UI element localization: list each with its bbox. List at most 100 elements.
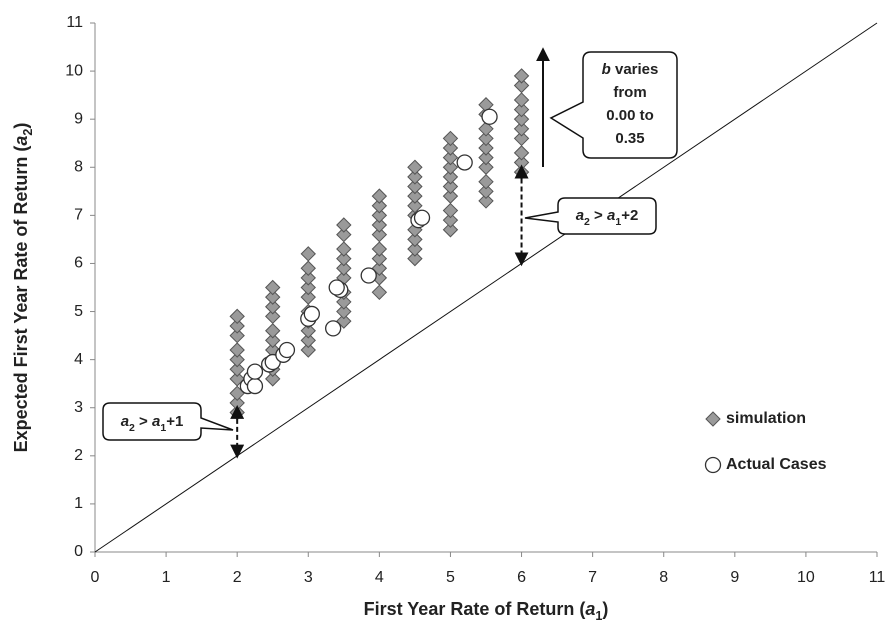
- diamond-point: [513, 130, 530, 147]
- diamond-point: [371, 241, 388, 257]
- diamond-point: [300, 260, 316, 276]
- callout: a2 > a1+1: [102, 402, 234, 441]
- legend-marker: [705, 411, 721, 427]
- diamond-point: [336, 294, 352, 310]
- diamond-point: [478, 149, 494, 166]
- diamond-point: [513, 111, 530, 127]
- circle-point: [325, 320, 342, 337]
- diamond-point: [336, 260, 352, 276]
- diamond-point: [300, 332, 316, 349]
- y-tick-label: 6: [74, 255, 83, 272]
- circle-point: [246, 377, 264, 395]
- diamond-point: [442, 140, 459, 156]
- text-part: 0.00 to: [606, 107, 654, 124]
- callout-text: b varies: [602, 61, 659, 78]
- diamond-point: [336, 241, 352, 257]
- legend: simulation Actual Cases: [704, 410, 827, 474]
- text-part: from: [613, 84, 646, 101]
- text-part: a: [585, 599, 595, 619]
- diamond-point: [229, 308, 245, 325]
- diamond-point: [407, 159, 423, 175]
- diamond-point: [407, 241, 423, 257]
- text-part: >: [135, 413, 152, 430]
- diamond-point: [513, 68, 530, 84]
- diamond-point: [513, 77, 530, 94]
- x-tick-label: 9: [730, 569, 739, 586]
- diamond-point: [478, 140, 494, 156]
- diamond-point: [478, 130, 494, 147]
- text-part: ): [11, 123, 31, 129]
- diamond-point: [300, 279, 316, 296]
- circle-point: [360, 267, 377, 284]
- legend-label: Actual Cases: [726, 456, 827, 473]
- subscript: 2: [21, 129, 35, 136]
- text-part: +2: [621, 207, 638, 224]
- callout: a2 > a1+2: [524, 197, 657, 235]
- diamond-point: [407, 169, 423, 185]
- diamond-point: [407, 250, 423, 267]
- diamond-point: [371, 284, 388, 301]
- subscript: 1: [160, 422, 166, 434]
- x-tick-label: 7: [588, 569, 597, 586]
- y-tick-label: 9: [74, 110, 83, 127]
- diamond-point: [229, 327, 245, 344]
- diamond-point: [300, 323, 316, 339]
- text-part: 0.35: [615, 130, 644, 147]
- callout: b varies from 0.00 to 0.35: [549, 51, 678, 159]
- x-tick-label: 5: [446, 569, 455, 586]
- legend-label: simulation: [726, 410, 806, 427]
- y-tick-label: 3: [74, 399, 83, 416]
- diamond-point: [478, 183, 494, 200]
- diamond-point: [229, 361, 245, 377]
- text-part: a: [576, 207, 584, 224]
- diamond-point: [407, 198, 423, 214]
- diamond-point: [407, 231, 423, 248]
- identity-line: [94, 22, 878, 553]
- subscript: 1: [615, 216, 621, 228]
- text-part: >: [590, 207, 607, 224]
- callout-text: from: [613, 84, 646, 101]
- text-part: +1: [166, 413, 183, 430]
- x-tick-label: 4: [375, 569, 384, 586]
- callout-box: [524, 197, 657, 235]
- text-part: a: [607, 207, 615, 224]
- diamond-point: [336, 217, 352, 233]
- diamond-point: [300, 342, 316, 358]
- legend-marker: [704, 456, 722, 474]
- diamond-point: [371, 250, 388, 267]
- y-tick-label: 0: [74, 543, 83, 560]
- circle-point: [278, 341, 296, 359]
- diamond-point: [478, 193, 494, 209]
- callout-text: a2 > a1+1: [121, 413, 184, 434]
- diamond-point: [371, 226, 388, 243]
- diamond-point: [478, 121, 494, 137]
- diamond-point: [300, 270, 316, 286]
- y-tick-label: 5: [74, 303, 83, 320]
- diamond-point: [336, 303, 352, 320]
- diamond-point: [300, 246, 316, 262]
- diamond-point: [407, 178, 423, 195]
- text-part: a: [121, 413, 129, 430]
- diamond-point: [478, 159, 494, 175]
- diamond-point: [265, 332, 281, 349]
- circle-point: [413, 209, 431, 226]
- y-tick-label: 4: [74, 351, 83, 368]
- subscript: 2: [584, 216, 590, 228]
- diamond-point: [442, 169, 459, 185]
- diamond-point: [265, 371, 281, 387]
- diamond-point: [265, 323, 281, 339]
- diamond-point: [265, 299, 281, 315]
- diamond-point: [442, 159, 459, 175]
- x-tick-label: 6: [517, 569, 526, 586]
- callout-text: a2 > a1+2: [576, 207, 639, 228]
- diamond-point: [371, 207, 388, 224]
- diamond-point: [300, 289, 316, 305]
- diamond-point: [371, 198, 388, 214]
- y-tick-label: 7: [74, 207, 83, 224]
- diamond-point: [513, 101, 530, 118]
- circle-point: [303, 305, 320, 323]
- diamond-point: [478, 173, 494, 190]
- y-tick-label: 2: [74, 447, 83, 464]
- diamond-point: [265, 279, 281, 296]
